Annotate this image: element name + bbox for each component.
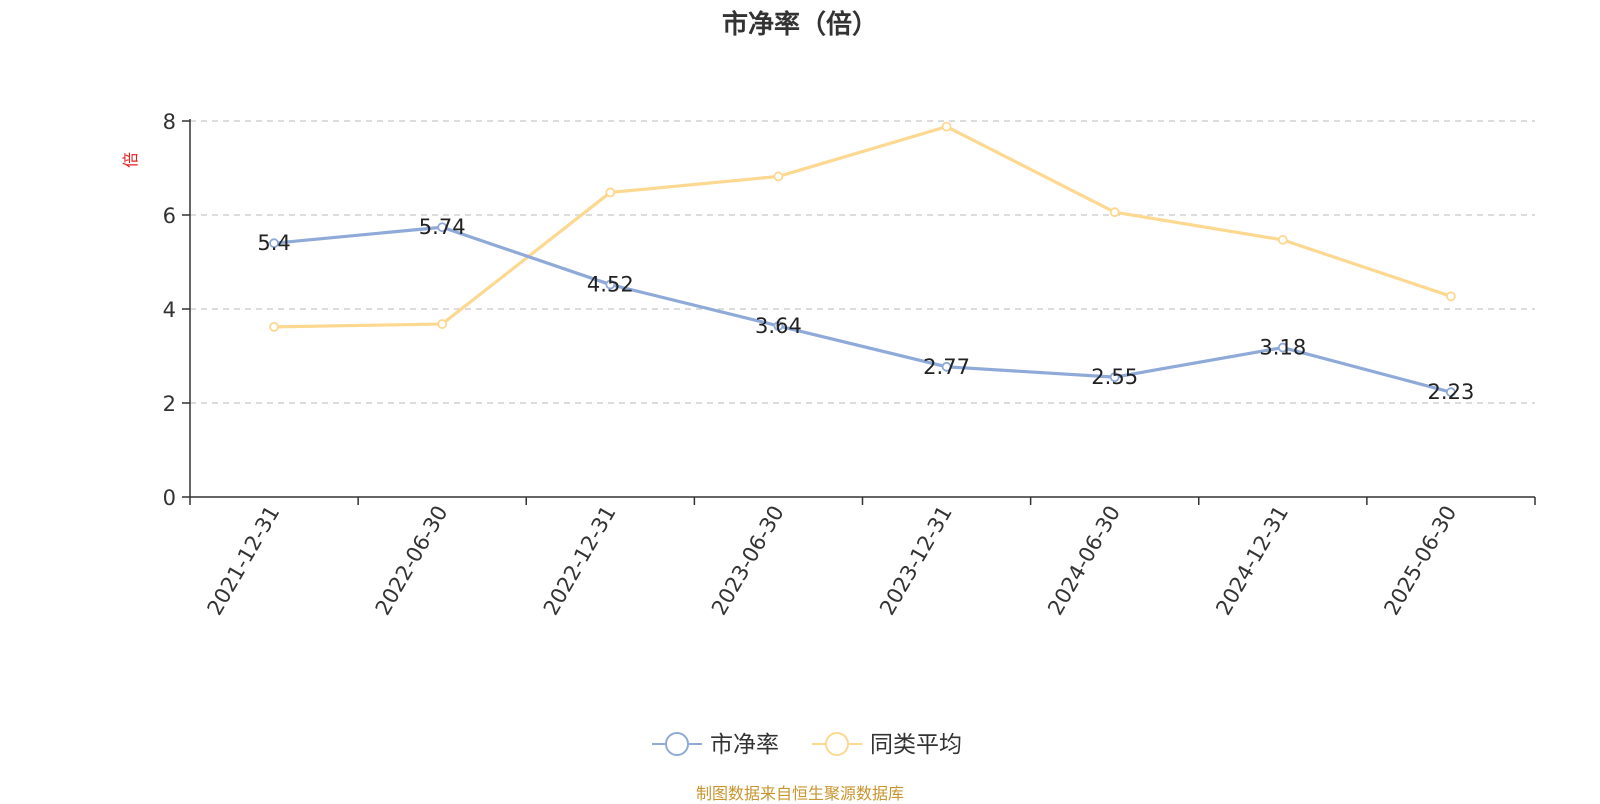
- x-tick-label: 2021-12-31: [203, 502, 285, 620]
- legend[interactable]: 市净率 同类平均: [652, 732, 962, 758]
- data-point[interactable]: [269, 238, 279, 249]
- data-point[interactable]: [773, 321, 784, 331]
- x-tick-label: 2024-06-30: [1043, 502, 1125, 620]
- data-point[interactable]: [269, 321, 279, 332]
- data-label: 2.77: [923, 355, 970, 379]
- y-axis-label: 倍: [121, 152, 140, 168]
- legend-marker[interactable]: [825, 732, 849, 756]
- series-lines: [269, 121, 1456, 398]
- data-label: 5.74: [419, 215, 466, 239]
- series-line: [274, 125, 1452, 329]
- axes: 0 2 4 6 8 倍 2021-12-31 2022-06-30 2022-12-31 2023…: [121, 110, 1536, 620]
- series-line: [273, 225, 1452, 394]
- data-point[interactable]: [605, 279, 616, 290]
- x-tick-label: 2022-12-31: [539, 502, 621, 620]
- data-labels: 5.4 5.74 4.52 3.64 2.77 2.55 3.18 2.23: [257, 215, 1474, 404]
- data-point[interactable]: [773, 171, 784, 182]
- data-label: 4.52: [587, 273, 634, 297]
- x-tick-label: 2023-06-30: [707, 502, 789, 620]
- data-label: 3.18: [1259, 336, 1306, 360]
- grid-lines: [190, 120, 1535, 404]
- data-point[interactable]: [1109, 372, 1120, 383]
- data-label: 2.55: [1091, 365, 1138, 389]
- data-point[interactable]: [437, 319, 448, 329]
- legend-label[interactable]: 同类平均: [870, 732, 962, 758]
- source-note: 制图数据来自恒生聚源数据库: [695, 784, 904, 803]
- y-tick-label: 6: [163, 204, 176, 228]
- data-point[interactable]: [437, 222, 448, 233]
- data-label: 2.23: [1428, 380, 1475, 404]
- legend-label[interactable]: 市净率: [710, 732, 779, 758]
- x-tick-label: 2022-06-30: [371, 502, 453, 620]
- data-point[interactable]: [941, 361, 952, 372]
- data-point[interactable]: [1446, 387, 1456, 398]
- data-label: 5.4: [257, 231, 290, 255]
- y-tick-label: 4: [163, 298, 176, 322]
- x-tick-label: 2024-12-31: [1211, 502, 1293, 620]
- data-point[interactable]: [1446, 291, 1456, 302]
- data-point[interactable]: [1277, 235, 1288, 245]
- y-tick-label: 0: [163, 486, 176, 510]
- data-label: 3.64: [755, 314, 802, 338]
- y-tick-label: 2: [163, 392, 176, 416]
- data-point[interactable]: [1277, 342, 1288, 353]
- chart-title: 市净率（倍）: [721, 10, 878, 40]
- x-tick-label: 2025-06-30: [1379, 502, 1461, 620]
- data-point[interactable]: [941, 121, 952, 132]
- data-point[interactable]: [1109, 207, 1120, 218]
- data-point[interactable]: [605, 187, 616, 198]
- x-tick-label: 2023-12-31: [875, 502, 957, 620]
- legend-marker[interactable]: [665, 732, 689, 756]
- y-tick-label: 8: [163, 110, 176, 134]
